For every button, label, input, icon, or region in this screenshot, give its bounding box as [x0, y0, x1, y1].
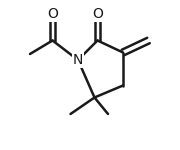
- Text: O: O: [92, 6, 103, 21]
- Text: O: O: [47, 6, 58, 21]
- Text: N: N: [73, 53, 83, 67]
